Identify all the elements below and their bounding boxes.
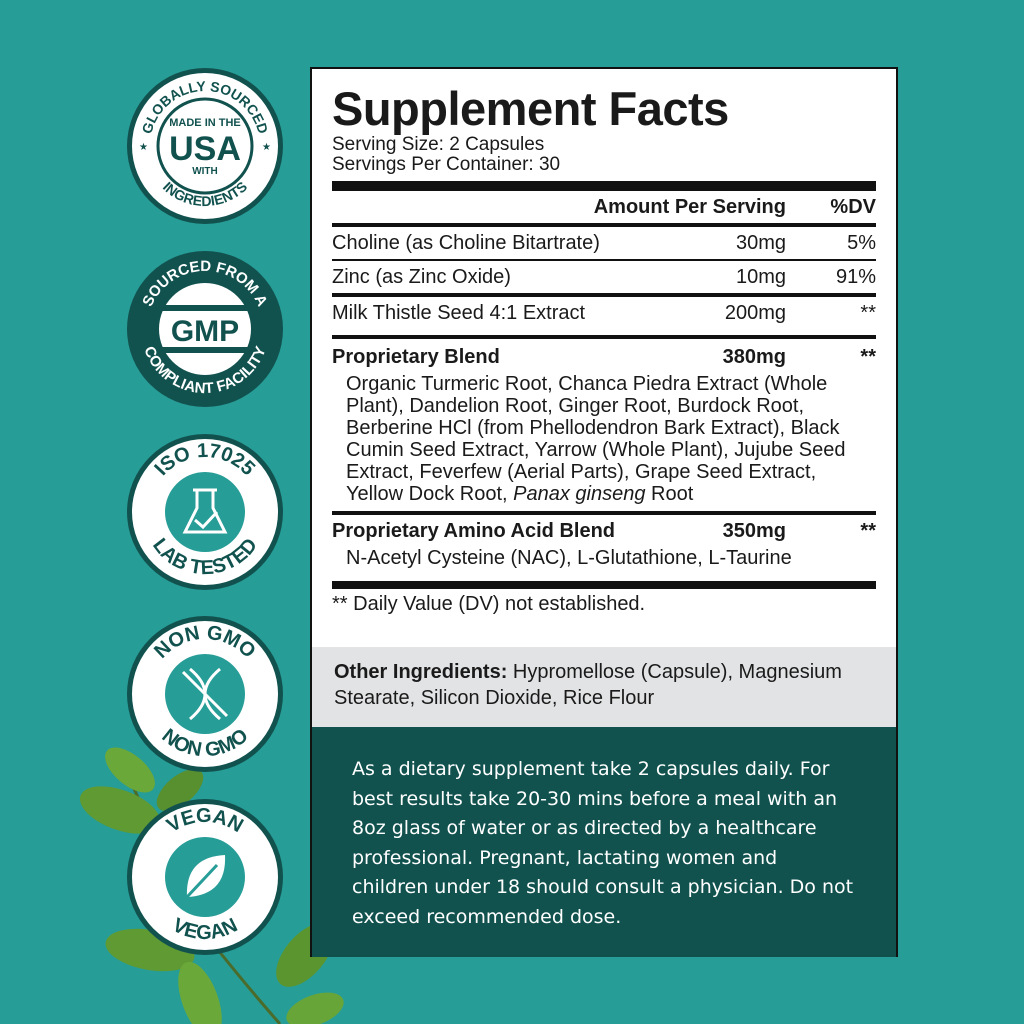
- other-ingredients: Other Ingredients: Hypromellose (Capsule…: [312, 647, 896, 727]
- table-row: Zinc (as Zinc Oxide) 10mg 91%: [332, 266, 876, 288]
- supplement-facts-panel: Supplement Facts Serving Size: 2 Capsule…: [310, 67, 898, 957]
- svg-text:★: ★: [139, 142, 148, 153]
- table-row: Milk Thistle Seed 4:1 Extract 200mg **: [332, 302, 876, 324]
- dna-crossed-icon: [181, 667, 229, 721]
- table-header: Amount Per Serving %DV: [593, 196, 876, 218]
- proprietary-blend-ingredients: Organic Turmeric Root, Chanca Piedra Ext…: [346, 373, 846, 505]
- non-gmo-badge: NON GMO NON GMO: [127, 616, 283, 772]
- vegan-badge: VEGAN VEGAN: [127, 799, 283, 955]
- svg-text:GMP: GMP: [171, 315, 239, 348]
- leaf-icon: [185, 855, 226, 899]
- directions-text: As a dietary supplement take 2 capsules …: [312, 727, 896, 957]
- proprietary-blend-row: Proprietary Blend 380mg **: [332, 346, 876, 368]
- amino-blend-row: Proprietary Amino Acid Blend 350mg **: [332, 520, 876, 542]
- page-title: Supplement Facts: [332, 82, 729, 135]
- svg-text:USA: USA: [169, 130, 241, 168]
- svg-text:MADE IN THE: MADE IN THE: [169, 117, 241, 129]
- flask-check-icon: [182, 488, 228, 534]
- amino-blend-ingredients: N-Acetyl Cysteine (NAC), L-Glutathione, …: [346, 547, 792, 569]
- table-row: Choline (as Choline Bitartrate) 30mg 5%: [332, 232, 876, 254]
- svg-text:★: ★: [262, 142, 271, 153]
- svg-text:WITH: WITH: [192, 166, 218, 177]
- servings-per-container: Servings Per Container: 30: [332, 154, 561, 175]
- made-in-usa-badge: GLOBALLY SOURCED INGREDIENTS MADE IN THE…: [127, 68, 283, 224]
- serving-size: Serving Size: 2 Capsules: [332, 134, 545, 155]
- footnote: ** Daily Value (DV) not established.: [332, 593, 646, 615]
- gmp-badge: SOURCED FROM A COMPLIANT FACILITY GMP: [127, 251, 283, 407]
- iso-lab-tested-badge: ISO 17025 LAB TESTED: [127, 434, 283, 590]
